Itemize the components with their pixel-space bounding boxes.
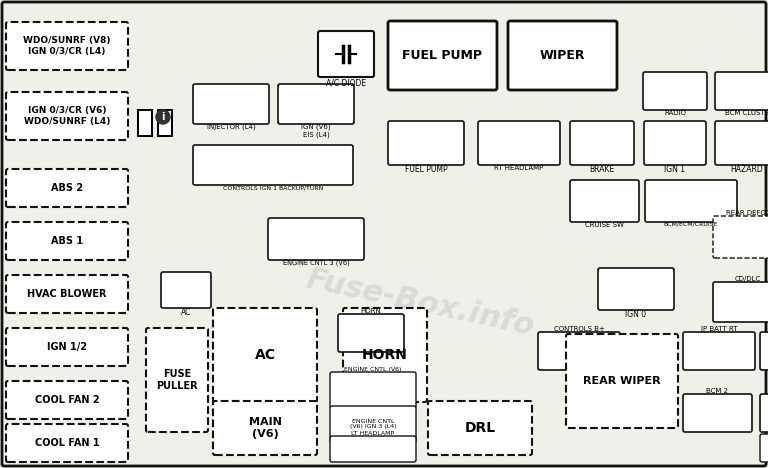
- Text: REAR WIPER: REAR WIPER: [583, 376, 660, 386]
- Text: WIPER: WIPER: [540, 49, 585, 62]
- Text: IGN 1/2: IGN 1/2: [47, 342, 87, 352]
- FancyBboxPatch shape: [713, 216, 768, 258]
- FancyBboxPatch shape: [715, 121, 768, 165]
- Text: COOL FAN 2: COOL FAN 2: [35, 395, 99, 405]
- FancyBboxPatch shape: [6, 424, 128, 462]
- FancyBboxPatch shape: [713, 282, 768, 322]
- Text: ENGINE CNTL 3 (V6): ENGINE CNTL 3 (V6): [283, 260, 349, 266]
- FancyBboxPatch shape: [330, 372, 416, 408]
- Text: FUEL PUMP: FUEL PUMP: [405, 165, 447, 174]
- FancyBboxPatch shape: [388, 21, 497, 90]
- FancyBboxPatch shape: [760, 394, 768, 432]
- Text: BRAKE: BRAKE: [589, 165, 614, 174]
- Text: ENGINE CNTL (V6): ENGINE CNTL (V6): [344, 367, 402, 372]
- Text: Fuse-Box.info: Fuse-Box.info: [303, 264, 537, 342]
- FancyBboxPatch shape: [213, 308, 317, 402]
- FancyBboxPatch shape: [161, 272, 211, 308]
- Text: MAIN
(V6): MAIN (V6): [249, 417, 281, 439]
- FancyBboxPatch shape: [570, 121, 634, 165]
- FancyBboxPatch shape: [683, 332, 755, 370]
- Text: ABS 1: ABS 1: [51, 236, 83, 246]
- Text: LT HEADLAMP: LT HEADLAMP: [352, 431, 395, 436]
- Polygon shape: [159, 111, 171, 135]
- FancyBboxPatch shape: [6, 381, 128, 419]
- FancyBboxPatch shape: [338, 314, 404, 352]
- FancyBboxPatch shape: [715, 72, 768, 110]
- Text: IGN (V6)
EIS (L4): IGN (V6) EIS (L4): [301, 124, 331, 138]
- FancyBboxPatch shape: [146, 328, 208, 432]
- Text: IGN 0: IGN 0: [625, 310, 647, 319]
- Polygon shape: [157, 109, 173, 137]
- Text: CRUISE SW: CRUISE SW: [585, 222, 624, 228]
- Text: CD/DLC: CD/DLC: [734, 276, 760, 282]
- Text: DRL: DRL: [465, 421, 495, 435]
- FancyBboxPatch shape: [278, 84, 354, 124]
- Polygon shape: [137, 109, 153, 137]
- FancyBboxPatch shape: [6, 275, 128, 313]
- FancyBboxPatch shape: [644, 121, 706, 165]
- FancyBboxPatch shape: [213, 401, 317, 455]
- FancyBboxPatch shape: [598, 268, 674, 310]
- FancyBboxPatch shape: [6, 222, 128, 260]
- Text: FUSE
PULLER: FUSE PULLER: [156, 369, 198, 391]
- Text: BCM/ECM/CRUISE: BCM/ECM/CRUISE: [664, 222, 718, 227]
- Text: HAZARD: HAZARD: [730, 165, 763, 174]
- Text: IGN 1: IGN 1: [664, 165, 686, 174]
- FancyBboxPatch shape: [6, 22, 128, 70]
- FancyBboxPatch shape: [760, 434, 768, 462]
- Text: i: i: [161, 112, 165, 122]
- Text: HORN: HORN: [362, 348, 408, 362]
- Circle shape: [156, 110, 170, 124]
- Text: HVAC BLOWER: HVAC BLOWER: [27, 289, 107, 299]
- Text: IP BATT RT: IP BATT RT: [700, 326, 737, 332]
- Text: BCM 2: BCM 2: [707, 388, 729, 394]
- FancyBboxPatch shape: [478, 121, 560, 165]
- Text: REAR DEFOG: REAR DEFOG: [727, 210, 768, 216]
- Text: RADIO: RADIO: [664, 110, 686, 116]
- FancyBboxPatch shape: [193, 145, 353, 185]
- FancyBboxPatch shape: [760, 332, 768, 370]
- Text: INJECTOR (L4): INJECTOR (L4): [207, 124, 256, 131]
- Text: AC: AC: [180, 308, 191, 317]
- FancyBboxPatch shape: [6, 92, 128, 140]
- FancyBboxPatch shape: [268, 218, 364, 260]
- Text: RT HEADLAMP: RT HEADLAMP: [495, 165, 544, 171]
- FancyBboxPatch shape: [343, 308, 427, 402]
- FancyBboxPatch shape: [570, 180, 639, 222]
- Text: FUEL PUMP: FUEL PUMP: [402, 49, 482, 62]
- Text: ABS 2: ABS 2: [51, 183, 83, 193]
- FancyBboxPatch shape: [428, 401, 532, 455]
- FancyBboxPatch shape: [538, 332, 620, 370]
- Text: CONTROLS B+: CONTROLS B+: [554, 326, 604, 332]
- FancyBboxPatch shape: [6, 328, 128, 366]
- FancyBboxPatch shape: [643, 72, 707, 110]
- FancyBboxPatch shape: [508, 21, 617, 90]
- Text: WDO/SUNRF (V8)
IGN 0/3/CR (L4): WDO/SUNRF (V8) IGN 0/3/CR (L4): [23, 37, 111, 56]
- Polygon shape: [139, 111, 151, 135]
- Text: COOL FAN 1: COOL FAN 1: [35, 438, 99, 448]
- Text: A/C DIODE: A/C DIODE: [326, 78, 366, 87]
- Text: IGN 0/3/CR (V6)
WDO/SUNRF (L4): IGN 0/3/CR (V6) WDO/SUNRF (L4): [24, 106, 110, 126]
- Text: CONTROLS IGN 1 BACKUP/TURN: CONTROLS IGN 1 BACKUP/TURN: [223, 185, 323, 190]
- FancyBboxPatch shape: [318, 31, 374, 77]
- Text: AC: AC: [254, 348, 276, 362]
- Text: ENGINE CNTL
(V6) IGN 3 (L4): ENGINE CNTL (V6) IGN 3 (L4): [349, 418, 396, 430]
- FancyBboxPatch shape: [388, 121, 464, 165]
- FancyBboxPatch shape: [566, 334, 678, 428]
- FancyBboxPatch shape: [6, 169, 128, 207]
- FancyBboxPatch shape: [645, 180, 737, 222]
- FancyBboxPatch shape: [683, 394, 752, 432]
- FancyBboxPatch shape: [330, 406, 416, 442]
- Text: BCM CLUSTER: BCM CLUSTER: [725, 110, 768, 116]
- FancyBboxPatch shape: [330, 436, 416, 462]
- FancyBboxPatch shape: [193, 84, 269, 124]
- Text: HORN: HORN: [361, 308, 382, 314]
